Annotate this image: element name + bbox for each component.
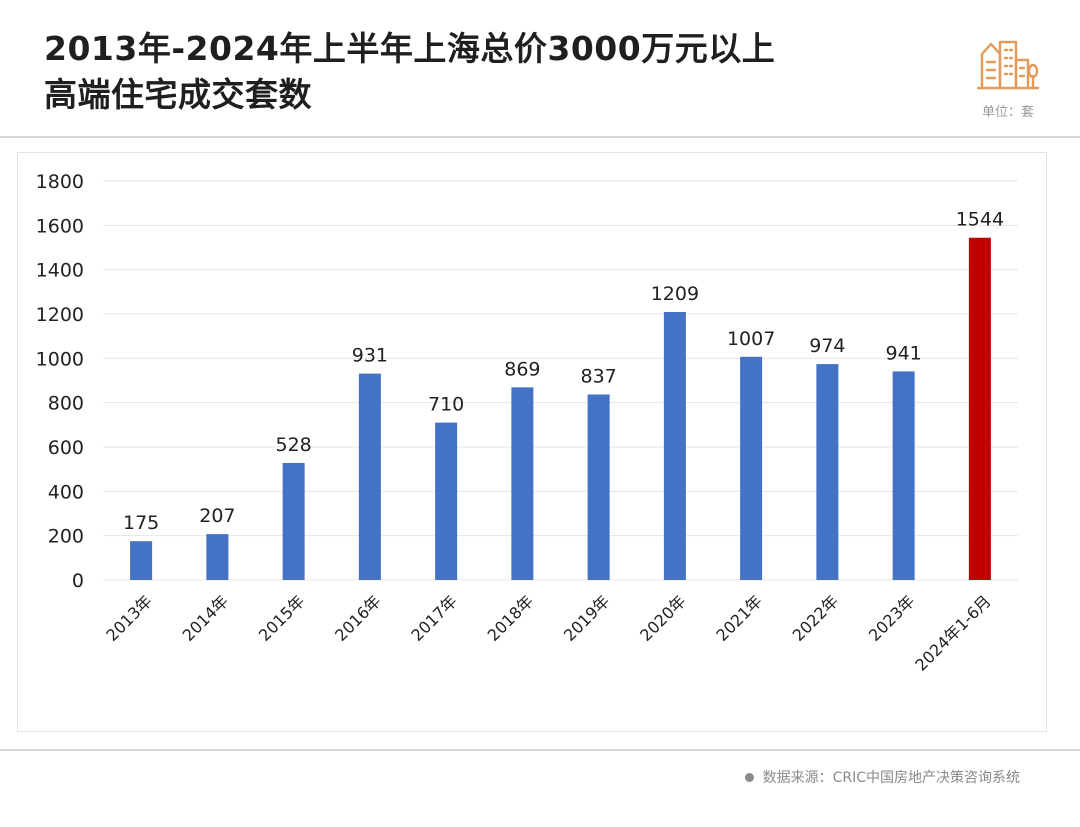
y-tick-label: 200 xyxy=(48,526,84,548)
y-tick-label: 1800 xyxy=(36,171,84,193)
bar xyxy=(968,237,991,580)
chart-frame: 0 200 400 600 800 1000 1200 1400 1600 1800 175 2013… xyxy=(17,152,1047,732)
y-tick-label: 1000 xyxy=(36,348,84,370)
bar xyxy=(206,534,229,580)
unit-label: 单位：套 xyxy=(981,105,1034,120)
y-tick-label: 400 xyxy=(48,481,84,503)
bar xyxy=(282,462,305,580)
bar xyxy=(587,394,610,580)
footer-divider xyxy=(0,749,1080,751)
bar xyxy=(511,387,534,580)
data-label: 175 xyxy=(123,512,159,534)
y-tick-label: 1400 xyxy=(36,260,84,282)
bar xyxy=(740,356,763,580)
data-source-text: 数据来源：CRIC中国房地产决策咨询系统 xyxy=(762,770,1020,786)
x-tick-label: 2023年 xyxy=(865,591,919,645)
x-tick-label: 2013年 xyxy=(102,591,156,645)
data-label: 941 xyxy=(885,342,921,364)
chart-title: 2013年-2024年上半年上海总价3000万元以上 高端住宅成交套数 xyxy=(44,26,844,118)
chart-title-line2: 高端住宅成交套数 xyxy=(44,75,312,114)
x-tick-label: 2018年 xyxy=(484,591,538,645)
data-label: 931 xyxy=(352,345,388,367)
x-tick-label: 2021年 xyxy=(712,591,766,645)
x-tick-label: 2017年 xyxy=(407,591,461,645)
data-label: 837 xyxy=(580,365,616,387)
data-label: 1544 xyxy=(956,209,1004,231)
y-tick-label: 1200 xyxy=(36,304,84,326)
x-tick-label: 2015年 xyxy=(255,591,309,645)
bar xyxy=(130,541,153,580)
y-tick-label: 0 xyxy=(72,570,84,592)
x-tick-label: 2024年1-6月 xyxy=(911,591,994,674)
buildings-icon xyxy=(976,40,1040,90)
y-tick-label: 800 xyxy=(48,393,84,415)
bar xyxy=(435,422,458,580)
data-label: 1007 xyxy=(727,328,775,350)
y-tick-label: 600 xyxy=(48,437,84,459)
data-label: 974 xyxy=(809,335,845,357)
bar xyxy=(816,364,839,580)
bar-chart: 0 200 400 600 800 1000 1200 1400 1600 1800 175 2013… xyxy=(36,171,1018,675)
bar xyxy=(358,373,381,580)
bar xyxy=(892,371,915,580)
x-tick-label: 2014年 xyxy=(179,591,233,645)
header-divider xyxy=(0,136,1080,138)
data-label: 207 xyxy=(199,505,235,527)
data-label: 869 xyxy=(504,358,540,380)
bullet-icon xyxy=(744,772,754,782)
x-tick-label: 2020年 xyxy=(636,591,690,645)
x-tick-label: 2016年 xyxy=(331,591,385,645)
chart-title-line1: 2013年-2024年上半年上海总价3000万元以上 xyxy=(44,29,776,68)
y-tick-label: 1600 xyxy=(36,215,84,237)
data-source: 数据来源：CRIC中国房地产决策咨询系统 xyxy=(744,767,1020,787)
bar xyxy=(663,312,686,580)
data-label: 710 xyxy=(428,394,464,416)
x-tick-label: 2022年 xyxy=(789,591,843,645)
data-label: 528 xyxy=(275,434,311,456)
data-label: 1209 xyxy=(651,283,699,305)
x-tick-label: 2019年 xyxy=(560,591,614,645)
